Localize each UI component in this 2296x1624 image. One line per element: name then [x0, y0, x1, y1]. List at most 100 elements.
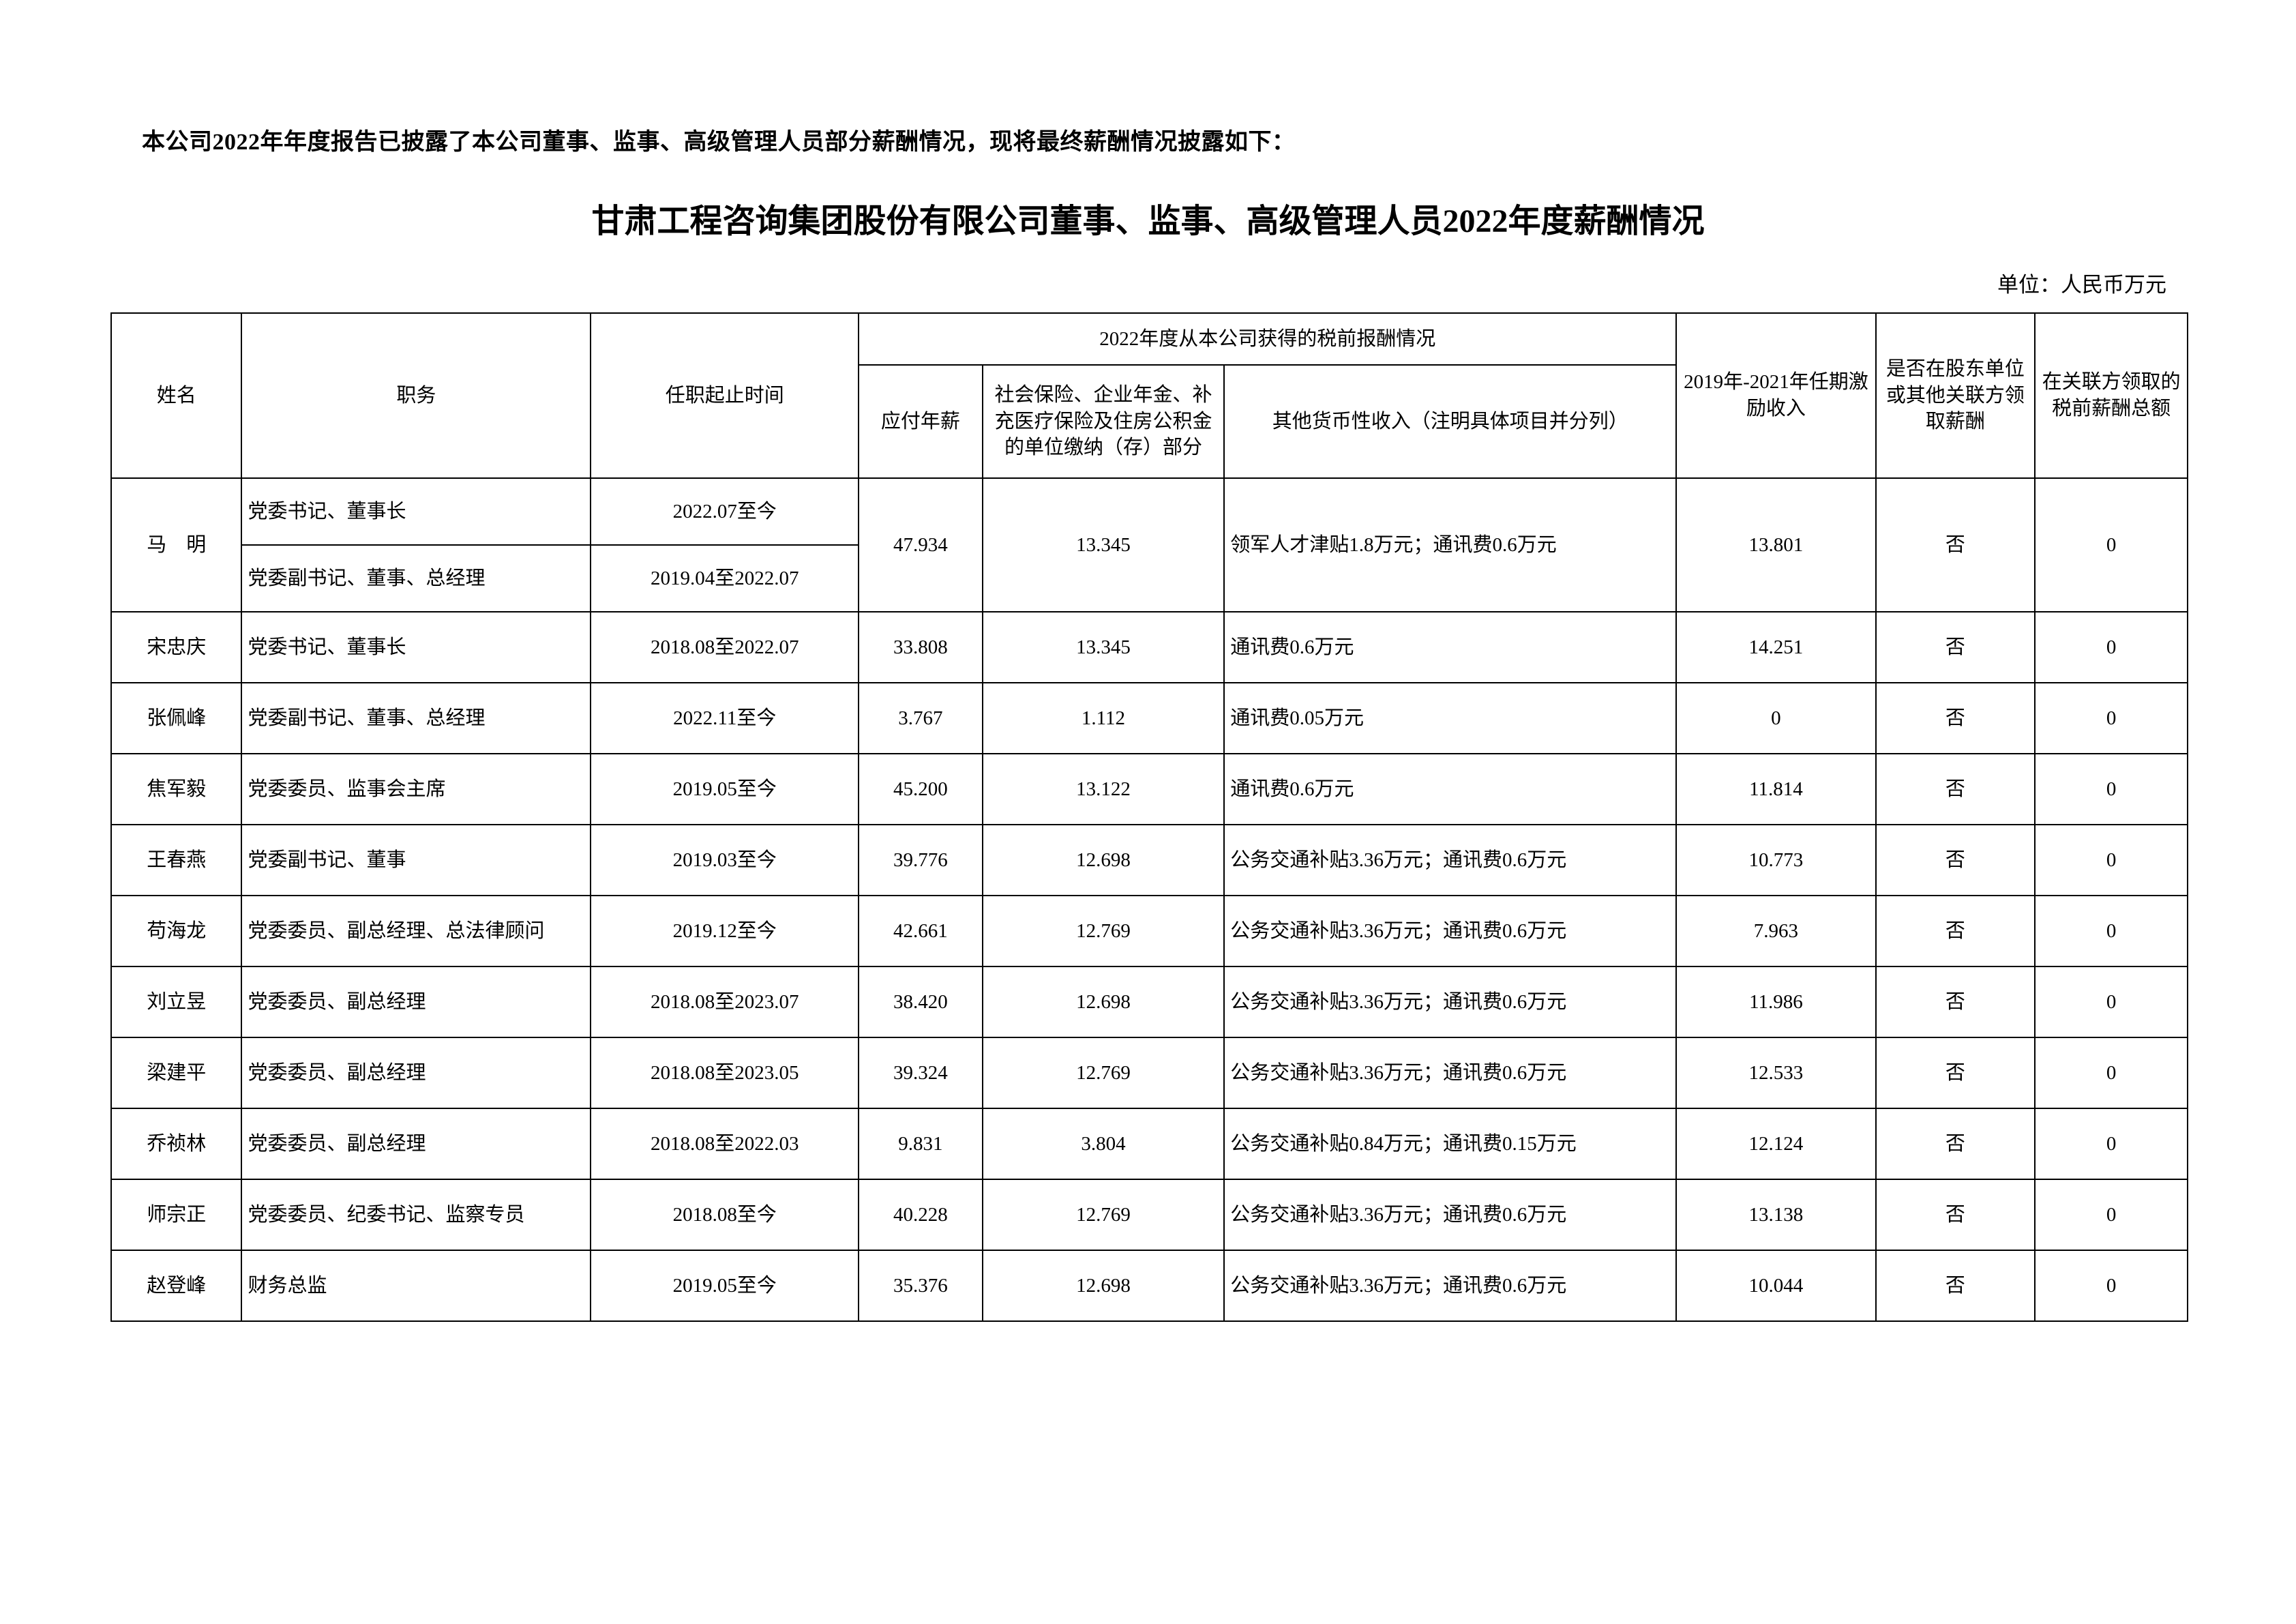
cell-other-income: 通讯费0.6万元: [1223, 753, 1678, 825]
cell-post: 党委副书记、董事、总经理: [241, 682, 592, 754]
cell-other-income: 通讯费0.05万元: [1223, 682, 1678, 754]
table-row: 苟海龙 党委委员、副总经理、总法律顾问 2019.12至今 42.661 12.769 公…: [110, 895, 2188, 967]
cell-name: 焦军毅: [110, 753, 243, 825]
cell-salary: 40.228: [858, 1179, 983, 1251]
table-header: 姓名 职务 任职起止时间 2022年度从本公司获得的税前报酬情况 2019年-2…: [110, 312, 2188, 479]
cell-related-total: 0: [2034, 1179, 2188, 1251]
cell-incentive: 10.773: [1675, 824, 1877, 896]
cell-incentive: 7.963: [1675, 895, 1877, 967]
cell-period: 2018.08至2023.07: [590, 966, 860, 1038]
cell-name: 刘立昱: [110, 966, 243, 1038]
cell-name: 马 明: [110, 477, 243, 612]
unit-note: 单位：人民币万元: [1997, 273, 2166, 297]
cell-insurance: 12.698: [981, 966, 1225, 1038]
cell-incentive: 12.124: [1675, 1108, 1877, 1180]
cell-post: 党委书记、董事长: [241, 611, 592, 683]
cell-salary: 9.831: [858, 1108, 983, 1180]
compensation-table: 姓名 职务 任职起止时间 2022年度从本公司获得的税前报酬情况 2019年-2…: [110, 312, 2188, 1322]
cell-name: 苟海龙: [110, 895, 243, 967]
header-row-top: 姓名 职务 任职起止时间 2022年度从本公司获得的税前报酬情况 2019年-2…: [110, 312, 2188, 479]
cell-incentive: 0: [1675, 682, 1877, 754]
cell-related-total: 0: [2034, 611, 2188, 683]
cell-related-party: 否: [1875, 753, 2036, 825]
cell-post: 党委委员、监事会主席: [241, 753, 592, 825]
cell-post: 党委委员、副总经理: [241, 966, 592, 1038]
th-period: 任职起止时间: [590, 312, 860, 479]
cell-related-party: 否: [1875, 1108, 2036, 1180]
cell-related-total: 0: [2034, 682, 2188, 754]
cell-name: 梁建平: [110, 1037, 243, 1109]
cell-other-income: 通讯费0.6万元: [1223, 611, 1678, 683]
cell-incentive: 13.138: [1675, 1179, 1877, 1251]
cell-name: 张佩峰: [110, 682, 243, 754]
th-pretax-group: 2022年度从本公司获得的税前报酬情况: [858, 312, 1678, 366]
cell-other-income: 公务交通补贴3.36万元；通讯费0.6万元: [1223, 966, 1678, 1038]
cell-post: 党委委员、纪委书记、监察专员: [241, 1179, 592, 1251]
table-row: 党委副书记、董事、总经理 2019.04至2022.07: [111, 544, 2188, 612]
cell-insurance: 12.769: [981, 1179, 1225, 1251]
cell-insurance: 12.769: [981, 1037, 1225, 1109]
th-other-income: 其他货币性收入（注明具体项目并分列）: [1223, 364, 1678, 479]
th-incentive: 2019年-2021年任期激励收入: [1675, 312, 1877, 479]
table-row: 宋忠庆 党委书记、董事长 2018.08至2022.07 33.808 13.345 通讯…: [110, 611, 2188, 683]
cell-period: 2022.11至今: [590, 682, 860, 754]
cell-incentive: 11.986: [1675, 966, 1877, 1038]
cell-salary: 35.376: [858, 1250, 983, 1322]
cell-related-total: 0: [2034, 1108, 2188, 1180]
table-row: 刘立昱 党委委员、副总经理 2018.08至2023.07 38.420 12.698 公…: [110, 966, 2188, 1038]
cell-period: 2019.12至今: [590, 895, 860, 967]
cell-post: 党委委员、副总经理: [241, 1108, 592, 1180]
table-row: 焦军毅 党委委员、监事会主席 2019.05至今 45.200 13.122 通讯费0.6…: [110, 753, 2188, 825]
cell-salary: 38.420: [858, 966, 983, 1038]
cell-post: 党委委员、副总经理、总法律顾问: [241, 895, 592, 967]
cell-post: 党委副书记、董事: [241, 824, 592, 896]
cell-insurance: 12.769: [981, 895, 1225, 967]
th-salary: 应付年薪: [858, 364, 983, 479]
cell-other-income: 公务交通补贴3.36万元；通讯费0.6万元: [1223, 1179, 1678, 1251]
cell-incentive: 14.251: [1675, 611, 1877, 683]
th-related-total: 在关联方领取的税前薪酬总额: [2034, 312, 2188, 479]
cell-post: 党委副书记、董事、总经理: [241, 544, 592, 612]
cell-related-total: 0: [2034, 895, 2188, 967]
cell-related-total: 0: [2034, 477, 2188, 612]
cell-other-income: 公务交通补贴3.36万元；通讯费0.6万元: [1223, 824, 1678, 896]
cell-post: 党委委员、副总经理: [241, 1037, 592, 1109]
cell-insurance: 12.698: [981, 824, 1225, 896]
cell-salary: 39.324: [858, 1037, 983, 1109]
cell-name: 乔祯林: [110, 1108, 243, 1180]
cell-period: 2018.08至2023.05: [590, 1037, 860, 1109]
table-row: 师宗正 党委委员、纪委书记、监察专员 2018.08至今 40.228 12.769 公务…: [110, 1179, 2188, 1251]
cell-related-party: 否: [1875, 824, 2036, 896]
cell-related-party: 否: [1875, 895, 2036, 967]
cell-insurance: 1.112: [981, 682, 1225, 754]
table-row: 梁建平 党委委员、副总经理 2018.08至2023.05 39.324 12.769 公…: [110, 1037, 2188, 1109]
cell-related-party: 否: [1875, 1037, 2036, 1109]
table-body: 马 明党委书记、董事长 2022.07至今 47.934 13.345 领军人才津贴1.…: [110, 477, 2188, 1322]
cell-name: 宋忠庆: [110, 611, 243, 683]
table-row: 马 明党委书记、董事长 2022.07至今 47.934 13.345 领军人才津贴1.…: [110, 477, 2188, 612]
cell-salary: 3.767: [858, 682, 983, 754]
cell-insurance: 13.122: [981, 753, 1225, 825]
cell-other-income: 公务交通补贴3.36万元；通讯费0.6万元: [1223, 1250, 1678, 1322]
cell-insurance: 12.698: [981, 1250, 1225, 1322]
cell-period: 2019.04至2022.07: [590, 544, 860, 612]
cell-related-total: 0: [2034, 1250, 2188, 1322]
table-row: 张佩峰 党委副书记、董事、总经理 2022.11至今 3.767 1.112 通讯费0.0…: [110, 682, 2188, 754]
th-post: 职务: [241, 312, 592, 479]
cell-other-income: 公务交通补贴3.36万元；通讯费0.6万元: [1223, 1037, 1678, 1109]
cell-incentive: 11.814: [1675, 753, 1877, 825]
th-name: 姓名: [110, 312, 243, 479]
cell-insurance: 13.345: [981, 611, 1225, 683]
cell-incentive: 12.533: [1675, 1037, 1877, 1109]
cell-name: 赵登峰: [110, 1250, 243, 1322]
cell-incentive: 10.044: [1675, 1250, 1877, 1322]
cell-insurance: 3.804: [981, 1108, 1225, 1180]
table-row: 赵登峰 财务总监 2019.05至今 35.376 12.698 公务交通补贴3.36万元…: [110, 1250, 2188, 1322]
cell-related-total: 0: [2034, 753, 2188, 825]
cell-period: 2018.08至今: [590, 1179, 860, 1251]
cell-salary: 45.200: [858, 753, 983, 825]
table-row: 乔祯林 党委委员、副总经理 2018.08至2022.03 9.831 3.804 公务交…: [110, 1108, 2188, 1180]
cell-period: 2019.03至今: [590, 824, 860, 896]
cell-other-income: 领军人才津贴1.8万元；通讯费0.6万元: [1223, 477, 1678, 612]
